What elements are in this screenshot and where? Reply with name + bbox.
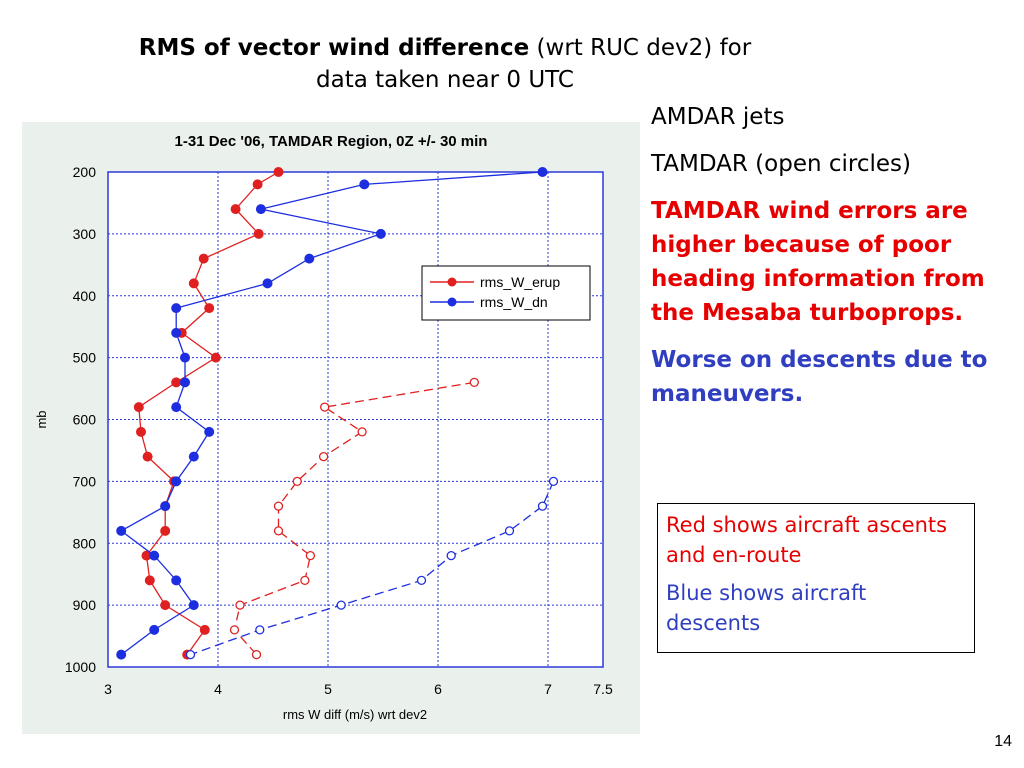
y-tick-label: 200 bbox=[73, 164, 97, 180]
y-tick-label: 1000 bbox=[65, 659, 96, 675]
y-tick-label: 900 bbox=[73, 597, 97, 613]
data-point bbox=[375, 228, 386, 239]
data-point bbox=[149, 624, 160, 635]
data-point bbox=[204, 426, 215, 437]
data-point bbox=[188, 451, 199, 462]
x-tick-label: 7.5 bbox=[593, 681, 613, 697]
y-tick-label: 700 bbox=[73, 473, 97, 489]
legend-box bbox=[421, 265, 591, 321]
y-tick-label: 300 bbox=[73, 226, 97, 242]
title-bold: RMS of vector wind difference bbox=[138, 35, 530, 61]
data-point bbox=[537, 167, 548, 177]
data-point bbox=[142, 451, 153, 462]
chart-title: 1-31 Dec '06, TAMDAR Region, 0Z +/- 30 m… bbox=[175, 133, 488, 150]
slide-title: RMS of vector wind difference (wrt RUC d… bbox=[40, 32, 850, 96]
data-point-open bbox=[357, 427, 367, 437]
data-point bbox=[160, 501, 171, 512]
data-point bbox=[149, 550, 160, 561]
data-point-open bbox=[273, 501, 284, 511]
y-tick-label: 600 bbox=[73, 412, 97, 428]
legend-marker bbox=[447, 277, 457, 287]
data-point-open bbox=[292, 476, 302, 487]
side-notes: AMDAR jets TAMDAR (open circles) TAMDAR … bbox=[651, 100, 991, 424]
data-point-open bbox=[235, 600, 245, 610]
legend-label: rms_W_dn bbox=[480, 294, 548, 310]
data-point-open bbox=[416, 575, 427, 586]
y-tick-label: 800 bbox=[73, 535, 97, 551]
series-line-series-2 bbox=[233, 381, 475, 656]
data-point bbox=[255, 204, 266, 215]
x-tick-label: 7 bbox=[544, 681, 552, 697]
plot-frame bbox=[107, 171, 604, 668]
tamdar-note: TAMDAR (open circles) bbox=[651, 151, 911, 177]
data-point bbox=[144, 575, 155, 586]
data-point bbox=[252, 179, 263, 190]
data-point-open bbox=[229, 625, 240, 635]
data-point-open bbox=[336, 600, 346, 610]
color-key-box: Red shows aircraft ascents and en-route … bbox=[657, 503, 975, 653]
data-point bbox=[230, 204, 241, 215]
wind-rms-chart: 1-31 Dec '06, TAMDAR Region, 0Z +/- 30 m… bbox=[34, 133, 613, 722]
x-tick-label: 4 bbox=[214, 681, 222, 697]
data-point bbox=[171, 575, 182, 586]
data-point bbox=[180, 377, 190, 388]
data-point bbox=[133, 402, 144, 413]
data-point bbox=[116, 525, 127, 536]
data-point bbox=[304, 253, 315, 264]
data-point bbox=[171, 476, 182, 487]
data-point bbox=[160, 600, 171, 611]
data-point-open bbox=[255, 625, 265, 635]
data-point bbox=[204, 303, 215, 314]
data-point-open bbox=[185, 649, 196, 660]
data-point bbox=[171, 303, 182, 314]
title-rest: (wrt RUC dev2) for bbox=[529, 35, 752, 61]
series-line-series-3 bbox=[190, 481, 555, 656]
descents-note: Worse on descents due to maneuvers. bbox=[651, 347, 988, 407]
red-key-text: Red shows aircraft ascents and en-route bbox=[666, 513, 948, 567]
data-point bbox=[188, 278, 199, 289]
data-point bbox=[198, 253, 209, 264]
data-point bbox=[273, 167, 284, 177]
tamdar-errors-note: TAMDAR wind errors are higher because of… bbox=[651, 198, 985, 326]
data-point-open bbox=[320, 402, 330, 412]
data-point bbox=[136, 426, 146, 437]
data-point bbox=[171, 377, 182, 388]
data-point bbox=[199, 624, 210, 635]
data-point bbox=[180, 352, 190, 363]
data-point bbox=[188, 600, 199, 611]
data-point bbox=[210, 352, 221, 363]
data-point bbox=[116, 649, 127, 660]
x-tick-label: 3 bbox=[104, 681, 112, 697]
chart-panel: 1-31 Dec '06, TAMDAR Region, 0Z +/- 30 m… bbox=[22, 122, 640, 734]
data-point-open bbox=[251, 649, 262, 660]
title-line2: data taken near 0 UTC bbox=[316, 67, 574, 93]
data-point-open bbox=[305, 550, 316, 561]
data-point bbox=[171, 327, 182, 338]
x-axis-label: rms W diff (m/s) wrt dev2 bbox=[283, 707, 427, 722]
data-point-open bbox=[469, 377, 479, 388]
data-point-open bbox=[318, 451, 329, 462]
y-tick-label: 500 bbox=[73, 350, 97, 366]
data-point-open bbox=[446, 550, 456, 561]
legend-marker bbox=[447, 297, 457, 307]
data-point bbox=[262, 278, 273, 289]
page-number: 14 bbox=[994, 733, 1012, 750]
data-point-open bbox=[537, 501, 548, 511]
y-axis-label: mb bbox=[34, 410, 49, 428]
blue-key-text: Blue shows aircraft descents bbox=[666, 581, 867, 635]
data-point bbox=[171, 402, 182, 413]
data-point-open bbox=[300, 575, 310, 586]
data-point-open bbox=[504, 526, 515, 536]
data-point bbox=[253, 228, 264, 239]
data-point bbox=[160, 525, 171, 536]
data-point-open bbox=[273, 526, 284, 536]
y-tick-label: 400 bbox=[73, 288, 97, 304]
legend-label: rms_W_erup bbox=[480, 274, 560, 290]
x-tick-label: 6 bbox=[434, 681, 442, 697]
amdar-note: AMDAR jets bbox=[651, 104, 785, 130]
data-point bbox=[359, 179, 370, 190]
x-tick-label: 5 bbox=[324, 681, 332, 697]
data-point-open bbox=[548, 476, 559, 487]
